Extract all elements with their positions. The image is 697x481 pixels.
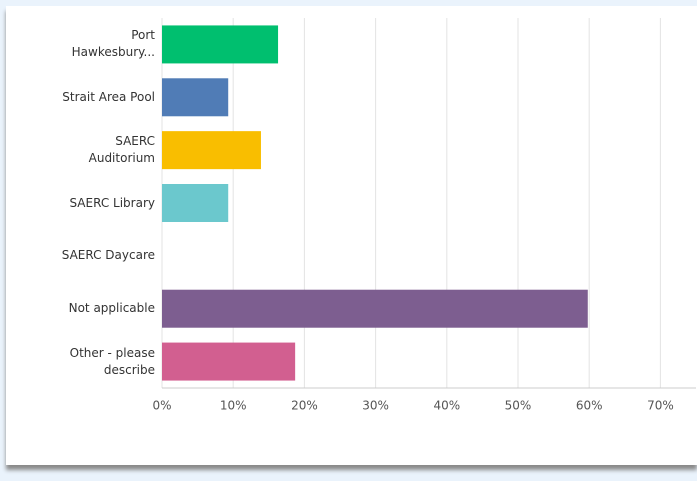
category-label: SAERC Daycare <box>61 248 155 263</box>
category-label: Strait Area Pool <box>62 89 155 104</box>
bar <box>162 25 279 64</box>
x-tick-label: 60% <box>576 399 603 413</box>
x-tick-label: 70% <box>647 399 674 413</box>
bar <box>162 78 229 117</box>
bar <box>162 131 261 170</box>
category-label: SAERC Auditorium <box>88 134 155 166</box>
bar <box>162 289 588 328</box>
x-tick-label: 40% <box>433 399 460 413</box>
bar <box>162 342 296 381</box>
x-tick-label: 30% <box>362 399 389 413</box>
category-label: Not applicable <box>68 301 155 316</box>
bar <box>162 184 229 222</box>
category-label: SAERC Library <box>69 195 155 210</box>
x-tick-label: 20% <box>291 399 318 413</box>
category-label: Port Hawkesbury... <box>71 28 155 60</box>
x-tick-label: 50% <box>505 399 532 413</box>
x-tick-label: 0% <box>152 399 171 413</box>
category-label: Other - please describe <box>69 345 155 377</box>
x-tick-label: 10% <box>220 399 247 413</box>
